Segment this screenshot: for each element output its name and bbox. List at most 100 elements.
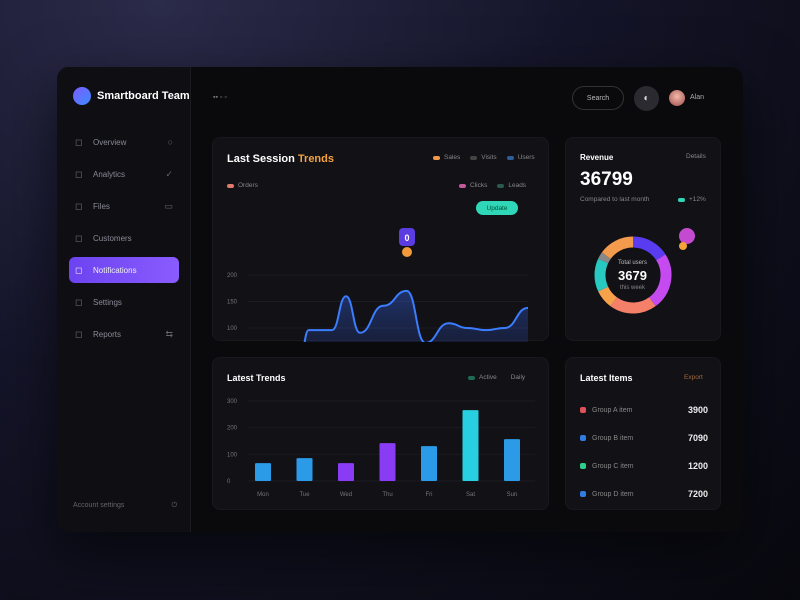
list-item-label: Group C item	[592, 462, 634, 470]
list-item-value: 7200	[687, 489, 708, 499]
logo-icon	[73, 87, 91, 105]
sidebar-item-5[interactable]: ◻ Settings	[69, 289, 179, 315]
footer-label: Account settings	[73, 502, 125, 509]
donut-slice	[648, 254, 672, 307]
logo[interactable]: Smartboard Team	[73, 87, 190, 105]
y-tick-label: 100	[227, 326, 238, 332]
grid-icon: ◻	[75, 328, 83, 339]
donut-slice	[598, 286, 618, 307]
sidebar-item-0[interactable]: ◻ Overview ○	[69, 129, 179, 155]
line-chart: 050100150200JanFebMarAprMayJunJul0	[227, 228, 529, 342]
export-link[interactable]: Export	[684, 374, 703, 381]
stat-subtitle: Compared to last month	[580, 196, 650, 203]
app-title: Smartboard Team	[97, 90, 190, 102]
power-icon[interactable]: ⏻	[171, 502, 177, 509]
color-dot-icon	[580, 491, 586, 497]
sidebar-item-label: Files	[93, 201, 110, 211]
list-card: Latest Items Export Group A item 3900 Grou…	[565, 357, 721, 510]
notification-icon[interactable]: ◐	[634, 86, 659, 111]
line-card-title: Last Session Trends	[227, 153, 334, 165]
details-link[interactable]: Details	[686, 153, 706, 160]
stat-title: Revenue	[580, 153, 614, 162]
marker-label: 0	[404, 233, 409, 243]
search-button[interactable]: Search	[572, 86, 624, 110]
sidebar-item-1[interactable]: ◻ Analytics ✓	[69, 161, 179, 187]
sidebar-item-label: Settings	[93, 297, 122, 307]
person-icon: ◻	[75, 136, 83, 147]
bar	[462, 410, 479, 481]
y-tick-label: 0	[227, 479, 231, 485]
list-item[interactable]: Group A item 3900	[580, 405, 708, 415]
bar	[379, 443, 396, 481]
sidebar-item-trail-icon: ▭	[164, 200, 173, 211]
y-tick-label: 200	[227, 426, 238, 432]
sidebar-item-3[interactable]: ◻ Customers	[69, 225, 179, 251]
flame-icon	[679, 242, 687, 250]
list-item-value: 3900	[687, 405, 708, 415]
marker-pin-icon	[402, 247, 412, 257]
bar-legend: Active Daily	[468, 374, 525, 381]
user-name[interactable]: Alan	[690, 94, 705, 101]
update-badge[interactable]: Update	[476, 201, 518, 215]
color-dot-icon	[580, 435, 586, 441]
x-tick-label: Sat	[466, 492, 475, 498]
list-item[interactable]: Group D item 7200	[580, 489, 708, 499]
x-tick-label: Fri	[426, 492, 433, 498]
legend-row-right: Clicks Leads	[459, 182, 526, 189]
y-tick-label: 300	[227, 399, 238, 405]
sidebar-footer[interactable]: Account settings ⏻	[73, 502, 177, 510]
stat-card: Revenue Details 36799 Compared to last m…	[565, 137, 721, 341]
sidebar-item-trail-icon: ✓	[165, 168, 173, 179]
bar-chart-card: Latest Trends Active Daily 0 100 200 300 Mon T…	[212, 357, 549, 510]
donut-slice	[601, 236, 634, 260]
x-tick-label: Wed	[340, 492, 352, 498]
list-item-value: 7090	[687, 433, 708, 443]
sidebar-item-label: Overview	[93, 137, 127, 147]
list-item[interactable]: Group B item 7090	[580, 433, 708, 443]
donut-label: Total users	[617, 260, 647, 266]
line-series	[303, 289, 529, 342]
legend-top: Sales Visits Users	[433, 154, 535, 161]
sidebar: Smartboard Team ◻ Overview ○ ◻ Analytics ✓ ◻ Fi…	[57, 67, 191, 532]
sidebar-item-6[interactable]: ◻ Reports ⇆	[69, 321, 179, 347]
donut-value: 3679	[618, 268, 647, 283]
list-item[interactable]: Group C item 1200	[580, 461, 708, 471]
y-tick-label: 100	[227, 452, 238, 458]
y-tick-label: 150	[227, 300, 238, 306]
sidebar-item-label: Customers	[93, 233, 132, 243]
list-item-label: Group B item	[592, 434, 634, 442]
sidebar-item-4[interactable]: ◻ Notifications	[69, 257, 179, 283]
list-title: Latest Items	[580, 373, 633, 383]
y-tick-label: 200	[227, 273, 238, 279]
bar	[296, 458, 313, 481]
donut-slice	[610, 297, 656, 314]
bracket-icon: ◻	[75, 232, 83, 243]
bell-icon: ◻	[75, 264, 83, 275]
bar	[421, 446, 437, 481]
line-chart-card: Last Session Trends Sales Visits Users O…	[212, 137, 549, 342]
line-area	[304, 290, 528, 342]
bar	[338, 463, 354, 481]
sidebar-item-trail-icon: ⇆	[165, 328, 173, 339]
donut-slice	[594, 258, 609, 292]
sidebar-item-label: Analytics	[93, 169, 126, 179]
x-tick-label: Thu	[382, 492, 392, 498]
legend-row-left: Orders	[227, 182, 258, 189]
x-tick-label: Mon	[257, 492, 269, 498]
sidebar-item-label: Notifications	[93, 265, 137, 275]
color-dot-icon	[580, 407, 586, 413]
sidebar-item-2[interactable]: ◻ Files ▭	[69, 193, 179, 219]
marker-badge	[399, 228, 415, 246]
color-dot-icon	[580, 463, 586, 469]
list-item-label: Group D item	[592, 490, 634, 498]
avatar[interactable]	[669, 90, 685, 106]
breadcrumb[interactable]: ▪▪ ▫ ▫	[213, 94, 227, 101]
donut-slice	[598, 252, 611, 264]
donut-slice	[632, 236, 666, 261]
list-item-value: 1200	[687, 461, 708, 471]
stat-value: 36799	[580, 169, 633, 190]
donut-chart	[594, 228, 695, 314]
bar	[255, 463, 271, 481]
folder-icon: ◻	[75, 200, 83, 211]
bar-card-title: Latest Trends	[227, 373, 286, 383]
